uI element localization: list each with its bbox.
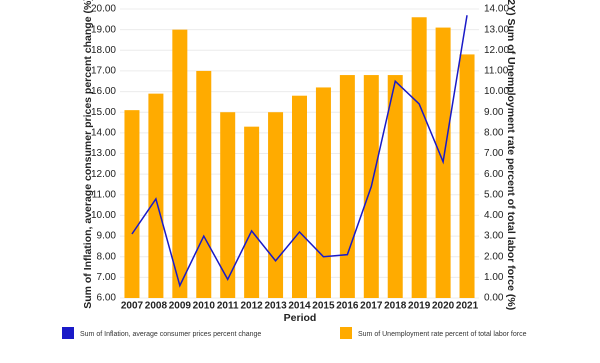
- x-tick-label: 2010: [193, 301, 216, 312]
- y2-tick-label: 13.00: [484, 24, 509, 35]
- y2-tick-label: 8.00: [484, 127, 504, 138]
- x-tick-label: 2021: [456, 301, 479, 312]
- y-tick-label: 16.00: [91, 86, 116, 97]
- legend-swatch: [62, 327, 74, 339]
- bar: [220, 112, 236, 298]
- x-tick-label: 2011: [217, 301, 239, 312]
- legend-swatch: [340, 327, 352, 339]
- y-tick-label: 9.00: [97, 231, 117, 242]
- y2-tick-label: 3.00: [484, 231, 504, 242]
- y-tick-label: 10.00: [91, 210, 116, 221]
- x-axis-title: Period: [284, 312, 317, 324]
- y2-tick-label: 6.00: [484, 169, 504, 180]
- y-tick-label: 20.00: [91, 4, 116, 15]
- bar: [339, 75, 355, 298]
- bar: [148, 93, 164, 298]
- bar: [387, 75, 403, 298]
- bar: [172, 29, 188, 299]
- x-tick-label: 2015: [312, 301, 335, 312]
- x-tick-label: 2016: [336, 301, 359, 312]
- y-tick-label: 13.00: [91, 148, 116, 159]
- y2-tick-label: 14.00: [484, 4, 509, 15]
- y2-tick-label: 1.00: [484, 272, 504, 283]
- bar: [268, 112, 284, 298]
- y-tick-label: 15.00: [91, 107, 116, 118]
- x-tick-label: 2014: [288, 301, 311, 312]
- y2-tick-label: 12.00: [484, 45, 509, 56]
- y2-axis-title: (2Y) Sum of Unemployment rate percent of…: [505, 0, 517, 310]
- bar: [459, 54, 475, 298]
- bar: [244, 126, 260, 299]
- bar: [124, 110, 140, 299]
- y2-tick-label: 4.00: [484, 210, 504, 221]
- bar: [411, 17, 427, 299]
- y2-tick-label: 2.00: [484, 251, 504, 262]
- x-tick-label: 2008: [145, 301, 168, 312]
- y-tick-label: 12.00: [91, 169, 116, 180]
- legend-label: Sum of Unemployment rate percent of tota…: [358, 331, 527, 338]
- x-tick-label: 2007: [121, 301, 144, 312]
- x-tick-label: 2013: [264, 301, 287, 312]
- x-tick-label: 2019: [408, 301, 431, 312]
- legend-label: Sum of Inflation, average consumer price…: [80, 331, 261, 338]
- y-tick-label: 17.00: [91, 66, 116, 77]
- line: [131, 15, 468, 288]
- bar: [315, 87, 331, 298]
- y-tick-label: 6.00: [97, 293, 117, 304]
- x-tick-label: 2020: [432, 301, 455, 312]
- y2-tick-label: 10.00: [484, 86, 509, 97]
- y2-tick-label: 5.00: [484, 189, 504, 200]
- y-tick-label: 7.00: [97, 272, 117, 283]
- y2-tick-label: 11.00: [484, 66, 509, 77]
- x-tick-label: 2009: [169, 301, 192, 312]
- y2-tick-label: 0.00: [484, 293, 504, 304]
- bar: [196, 70, 212, 298]
- x-tick-label: 2017: [360, 301, 383, 312]
- y-axis-title: Sum of Inflation, average consumer price…: [82, 0, 94, 309]
- y-tick-label: 14.00: [91, 127, 116, 138]
- x-tick-label: 2018: [384, 301, 407, 312]
- x-tick-label: 2012: [241, 301, 264, 312]
- y-tick-label: 8.00: [97, 251, 117, 262]
- y2-tick-label: 9.00: [484, 107, 504, 118]
- y-tick-label: 18.00: [91, 45, 116, 56]
- y-tick-label: 11.00: [92, 189, 117, 200]
- bar: [292, 95, 307, 298]
- y2-tick-label: 7.00: [484, 148, 504, 159]
- y-tick-label: 19.00: [91, 24, 116, 35]
